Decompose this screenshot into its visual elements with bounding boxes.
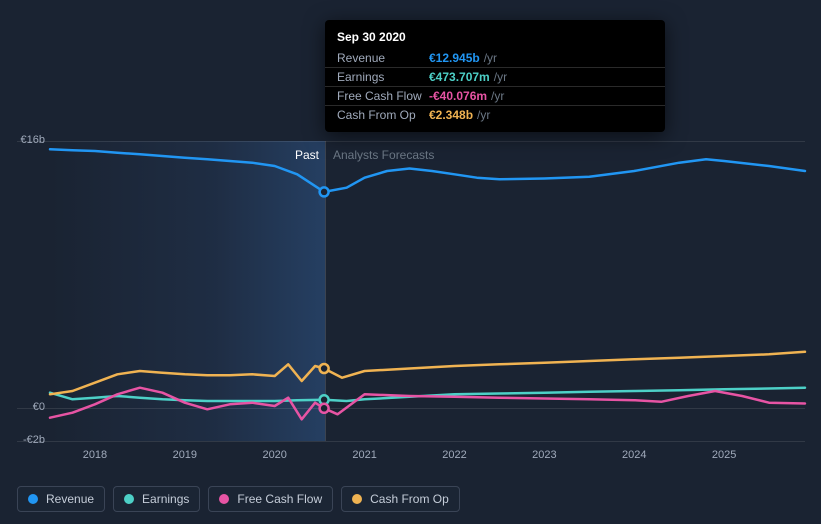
marker-fcf bbox=[320, 404, 329, 413]
x-tick-label: 2025 bbox=[712, 449, 736, 461]
chart-legend: Revenue Earnings Free Cash Flow Cash From O… bbox=[17, 486, 460, 512]
chart-tooltip: Sep 30 2020 Revenue€12.945b/yrEarnings€4… bbox=[325, 20, 665, 132]
legend-label: Free Cash Flow bbox=[237, 492, 322, 506]
tooltip-row-unit: /yr bbox=[494, 70, 507, 84]
legend-swatch bbox=[28, 494, 38, 504]
series-cfo bbox=[50, 352, 805, 395]
y-gridline bbox=[17, 441, 805, 442]
x-tick-label: 2022 bbox=[442, 449, 466, 461]
y-tick-label: -€2b bbox=[5, 434, 45, 446]
tooltip-row: Free Cash Flow-€40.076m/yr bbox=[325, 86, 665, 105]
tooltip-row-unit: /yr bbox=[484, 51, 497, 65]
y-tick-label: €16b bbox=[5, 134, 45, 146]
tooltip-row-label: Free Cash Flow bbox=[337, 89, 429, 103]
marker-cfo bbox=[320, 364, 329, 373]
tooltip-row-label: Earnings bbox=[337, 70, 429, 84]
legend-swatch bbox=[219, 494, 229, 504]
legend-label: Revenue bbox=[46, 492, 94, 506]
legend-item-revenue[interactable]: Revenue bbox=[17, 486, 105, 512]
tooltip-row: Cash From Op€2.348b/yr bbox=[325, 105, 665, 124]
tooltip-row-unit: /yr bbox=[491, 89, 504, 103]
chart-plot[interactable] bbox=[50, 141, 805, 441]
tooltip-row-value: -€40.076m bbox=[429, 89, 487, 103]
financial-chart: Past Analysts Forecasts -€2b€0€16b 20182… bbox=[0, 0, 821, 524]
legend-swatch bbox=[124, 494, 134, 504]
x-tick-label: 2024 bbox=[622, 449, 646, 461]
tooltip-row: Revenue€12.945b/yr bbox=[325, 48, 665, 67]
tooltip-row-value: €2.348b bbox=[429, 108, 473, 122]
marker-revenue bbox=[320, 187, 329, 196]
legend-label: Cash From Op bbox=[370, 492, 449, 506]
tooltip-row: Earnings€473.707m/yr bbox=[325, 67, 665, 86]
x-tick-label: 2023 bbox=[532, 449, 556, 461]
series-fcf bbox=[50, 388, 805, 420]
tooltip-row-unit: /yr bbox=[477, 108, 490, 122]
x-tick-label: 2019 bbox=[173, 449, 197, 461]
tooltip-row-label: Cash From Op bbox=[337, 108, 429, 122]
x-tick-label: 2020 bbox=[262, 449, 286, 461]
x-tick-label: 2018 bbox=[83, 449, 107, 461]
legend-label: Earnings bbox=[142, 492, 189, 506]
y-tick-label: €0 bbox=[5, 401, 45, 413]
series-revenue bbox=[50, 149, 805, 192]
tooltip-row-value: €473.707m bbox=[429, 70, 490, 84]
legend-item-earnings[interactable]: Earnings bbox=[113, 486, 200, 512]
x-tick-label: 2021 bbox=[352, 449, 376, 461]
tooltip-row-label: Revenue bbox=[337, 51, 429, 65]
tooltip-row-value: €12.945b bbox=[429, 51, 480, 65]
legend-swatch bbox=[352, 494, 362, 504]
legend-item-cfo[interactable]: Cash From Op bbox=[341, 486, 460, 512]
legend-item-fcf[interactable]: Free Cash Flow bbox=[208, 486, 333, 512]
tooltip-date: Sep 30 2020 bbox=[325, 28, 665, 48]
